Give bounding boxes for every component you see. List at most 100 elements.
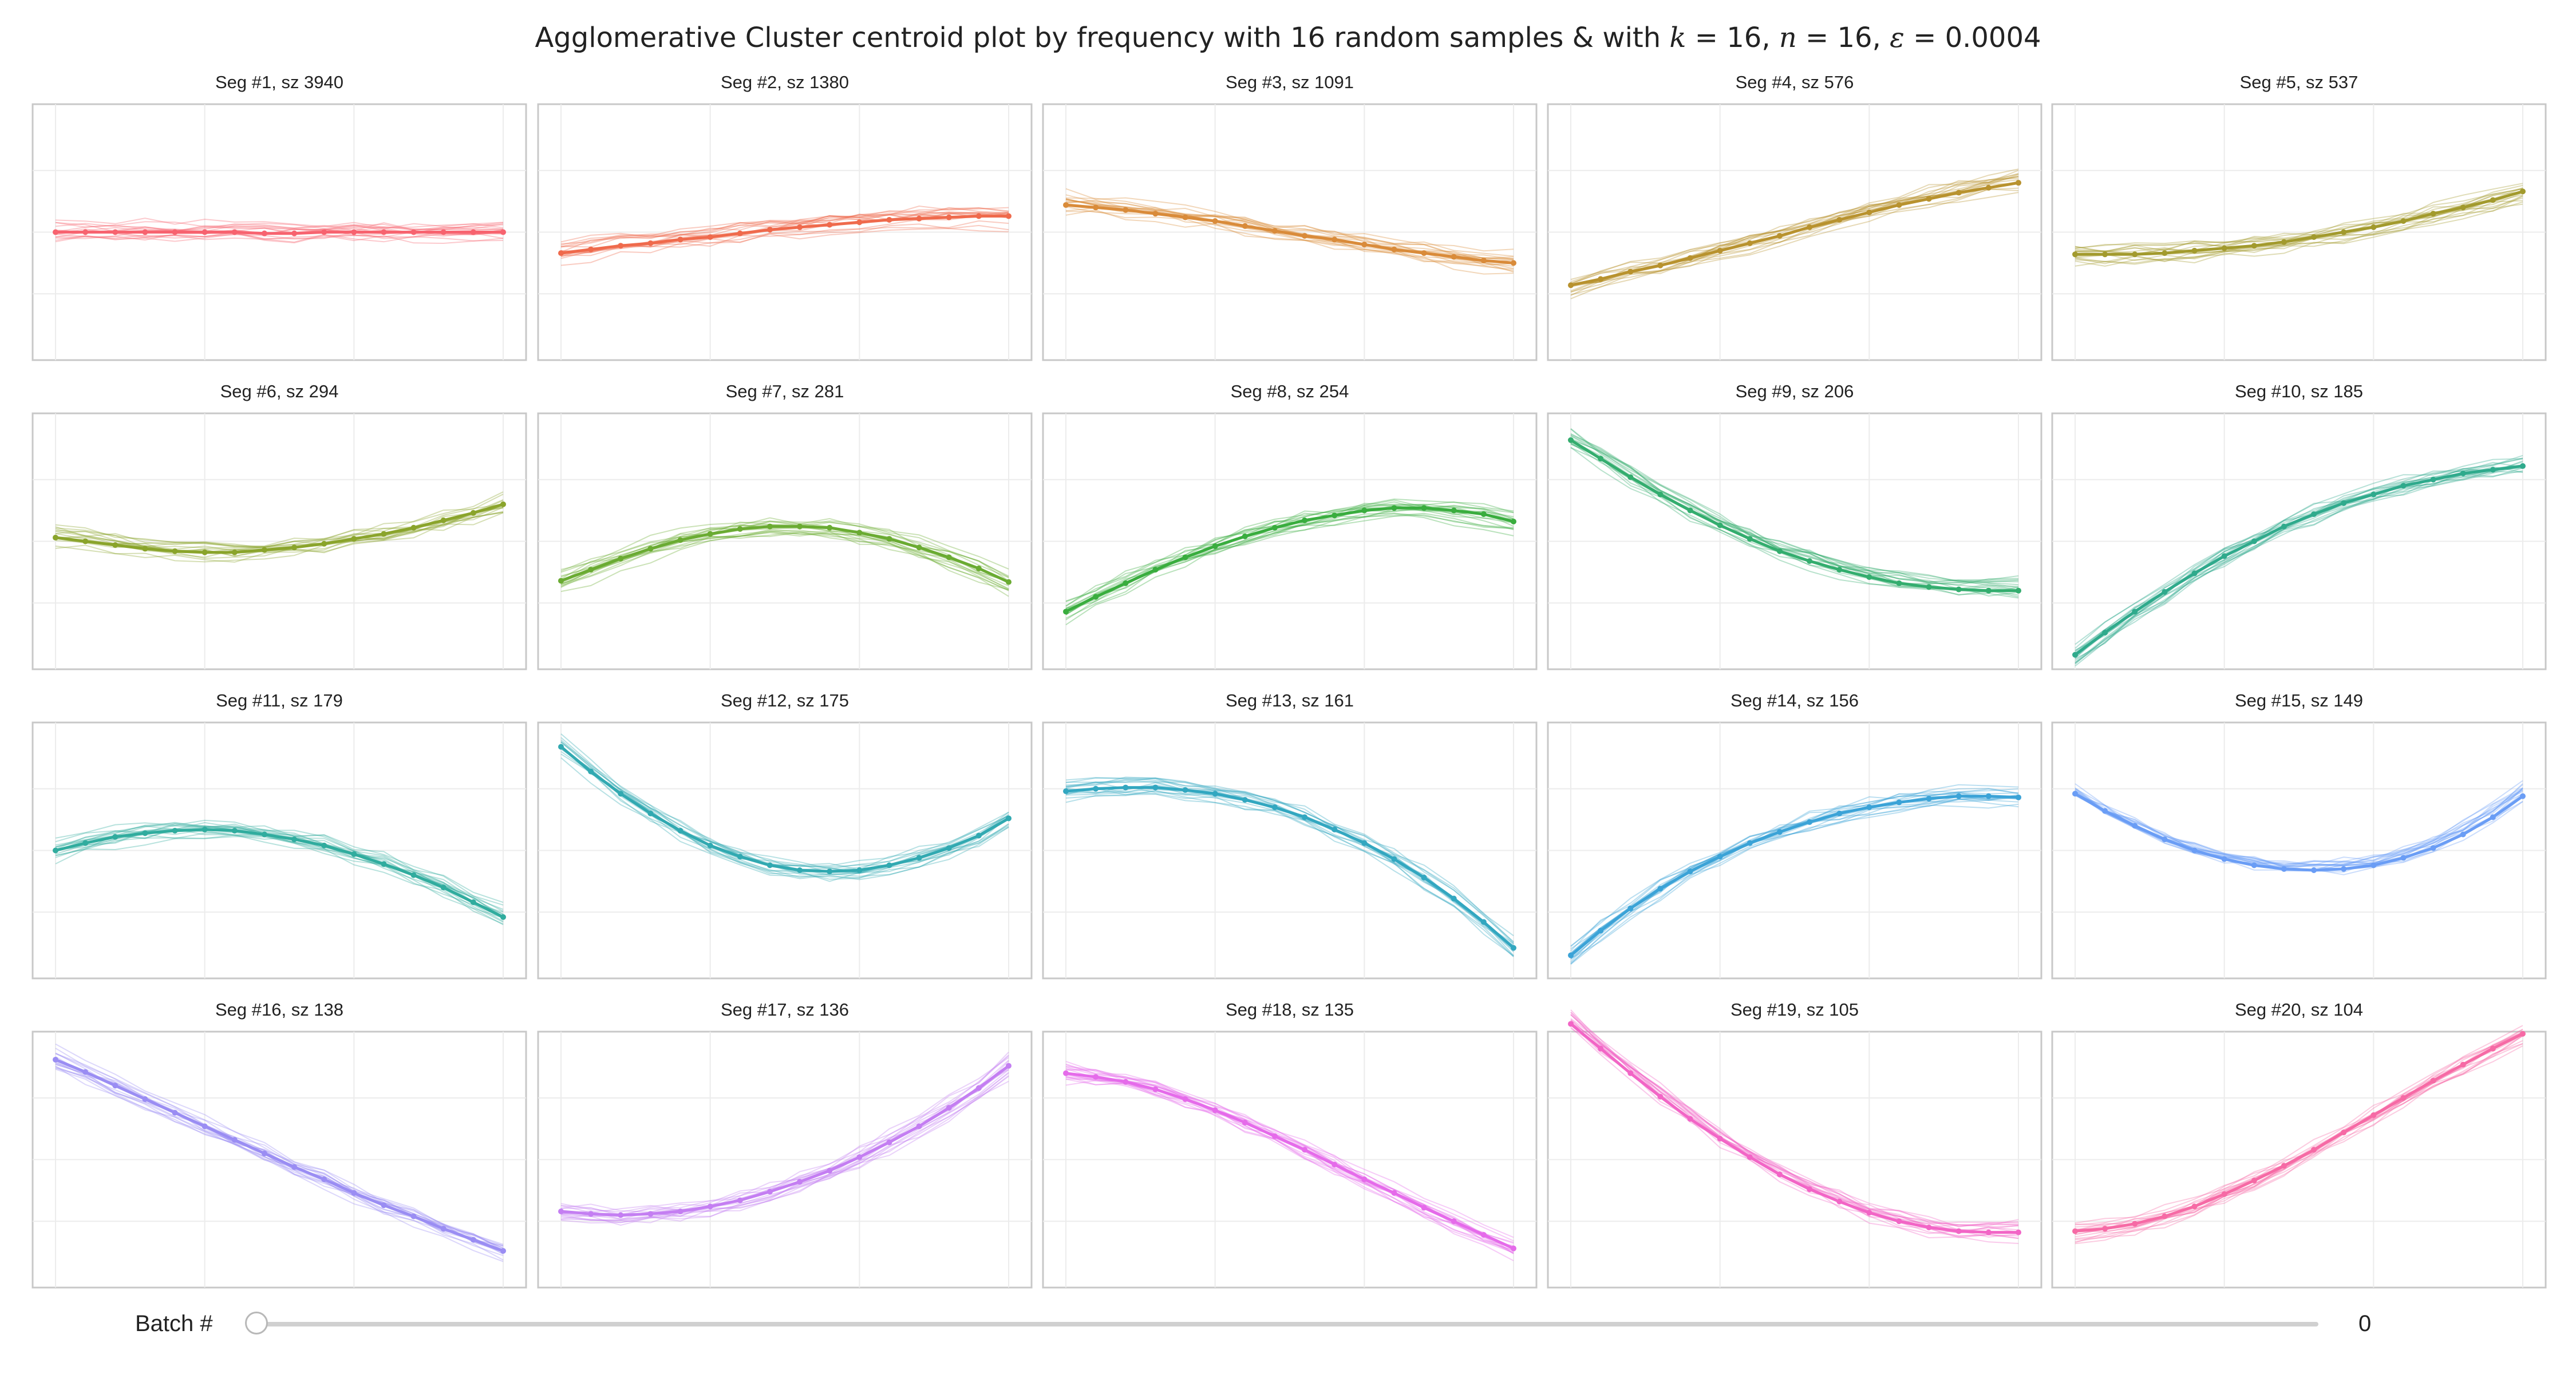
sample-line [55,222,504,235]
centroid-point [1598,927,1604,934]
sample-line [55,822,504,906]
sample-line [1065,785,1514,957]
centroid-line [2074,464,2523,656]
sample-line [1570,1019,2019,1231]
centroid-point [2490,814,2496,820]
centroid-line [560,745,1010,873]
centroid-point [500,914,506,920]
centroid-point [470,899,476,906]
sample-line [560,1069,1009,1223]
centroid-point [767,227,773,233]
centroid-point [558,578,564,584]
centroid-point [82,538,89,544]
centroid-point [677,1209,683,1215]
centroid-point [2490,197,2496,203]
centroid-line [560,215,1009,255]
centroid-point [202,549,208,555]
centroid-point [1687,255,1693,261]
sample-line [1065,792,1514,957]
sample-line [560,1072,1009,1221]
sample-line [2075,1035,2523,1245]
batch-slider-track[interactable] [258,1322,2318,1326]
centroid-point [2311,867,2317,873]
centroid-point [1182,554,1188,560]
centroid-point [2400,1095,2407,1101]
centroid-point [946,214,952,220]
centroid-point [1361,242,1368,248]
centroid-point [1807,1186,1813,1193]
sample-line [2075,466,2523,649]
panel-title: Seg #8, sz 254 [1230,381,1349,401]
sample-line [560,213,1009,243]
centroid-point [1747,240,1753,246]
sample-line [560,741,1009,868]
centroid-point [2072,251,2078,258]
centroid-point [2102,251,2108,258]
sample-line [560,741,1009,867]
sample-line [1065,501,1514,619]
sample-line [55,218,504,231]
centroid-point [2460,470,2466,476]
sample-line [1570,1014,2019,1227]
centroid-point [231,549,238,555]
centroid-point [2132,251,2138,258]
sample-line [55,836,504,919]
centroid-point [767,1189,773,1195]
centroid-point [2191,1203,2198,1210]
centroid-point [470,1237,476,1243]
centroid-point [916,1123,922,1130]
centroid-point [588,567,594,573]
panel-6 [31,412,527,670]
centroid-point [886,536,892,542]
centroid-point [1421,250,1427,256]
centroid-point [1926,196,1932,202]
centroid-point [2460,1061,2466,1068]
centroid-point [1391,856,1397,862]
centroid-point [647,810,654,816]
sample-line [2075,455,2523,658]
panel-title: Seg #20, sz 104 [2234,1000,2364,1020]
centroid-point [1006,579,1012,585]
centroid-point [172,548,178,554]
sample-line [560,211,1009,244]
sample-line [2075,1035,2523,1228]
sample-line [55,1043,504,1255]
sample-line [560,1055,1009,1213]
centroid-line [1065,1072,1515,1250]
centroid-point [500,229,506,235]
sample-line [1570,439,2019,586]
sample-line [1570,175,2019,285]
centroid-point [1717,247,1723,254]
centroid-line [2075,1032,2524,1233]
centroid-point [2162,1213,2168,1219]
panel-title: Seg #12, sz 175 [720,690,850,710]
centroid-point [2221,856,2227,862]
centroid-point [2370,862,2377,868]
centroid-point [172,229,178,235]
centroid-point [1271,524,1278,531]
centroid-point [1182,214,1188,220]
centroid-point [946,845,952,851]
centroid-point [1747,536,1753,542]
sample-line [2075,1043,2523,1239]
centroid-point [53,1056,58,1063]
sample-line [2075,787,2523,866]
panel-10 [2051,412,2547,670]
centroid-point [2016,1229,2021,1235]
centroid-point [946,1104,952,1111]
sample-line [55,230,504,244]
centroid-point [737,230,743,236]
centroid-point [1511,260,1516,266]
centroid-point [2281,523,2287,530]
centroid-point [440,885,447,891]
centroid-point [1242,1119,1248,1126]
centroid-point [827,868,833,875]
centroid-point [321,1176,327,1182]
sample-line [55,493,504,547]
centroid-point [1687,868,1693,875]
batch-slider-handle[interactable] [245,1312,268,1334]
sample-line [560,205,1009,248]
panel-title: Seg #15, sz 149 [2234,690,2364,710]
centroid-point [2072,652,2078,658]
